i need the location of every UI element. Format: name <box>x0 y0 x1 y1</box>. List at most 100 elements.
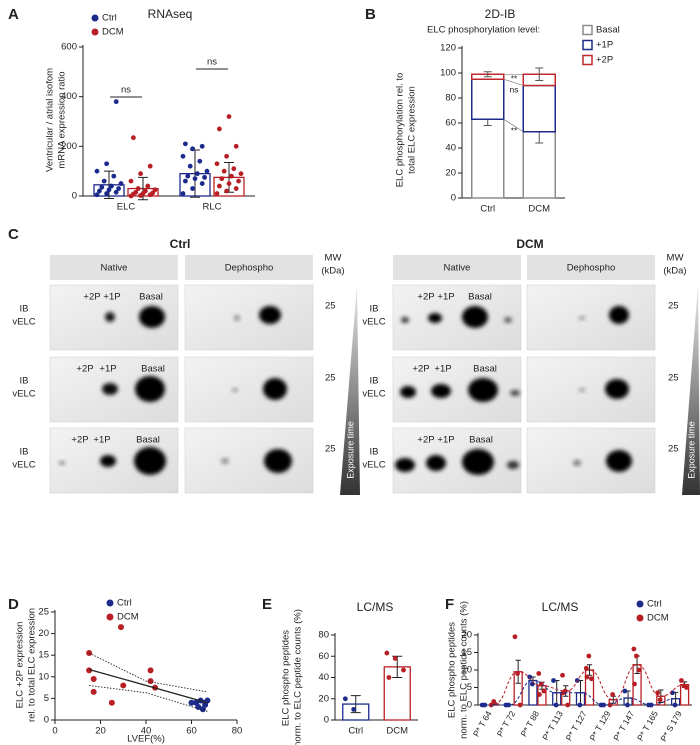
data-point <box>214 191 220 196</box>
y-tick-label: 15 <box>461 647 472 658</box>
y-tick-label: 20 <box>445 168 456 179</box>
chart-title: RNAseq <box>148 7 193 21</box>
y-axis-label: ELC phospho peptides <box>281 630 292 726</box>
legend-marker <box>106 599 114 607</box>
blot-spot <box>468 378 498 402</box>
exposure-wedge <box>682 285 700 495</box>
data-point <box>113 99 119 105</box>
y-tick-label: 5 <box>467 682 472 693</box>
data-point <box>188 699 195 706</box>
row-label: vELC <box>362 460 385 471</box>
data-point <box>183 141 188 147</box>
y-tick-label: 5 <box>44 693 49 704</box>
blot-spot <box>232 388 238 392</box>
spot-label: Basal <box>473 364 497 375</box>
data-point <box>90 688 97 695</box>
spot-label: +1P <box>437 292 454 303</box>
legend-label: Basal <box>596 25 620 36</box>
mw-label: MW <box>667 253 684 264</box>
column-header <box>185 255 313 280</box>
data-point <box>636 667 642 673</box>
x-tick-label: 80 <box>232 726 243 737</box>
exposure-label: Exposure time <box>345 421 355 479</box>
data-point <box>632 681 637 687</box>
blot-spot <box>428 313 442 323</box>
column-header <box>527 255 655 280</box>
spot-label: +1P <box>93 435 110 446</box>
data-point <box>108 699 115 706</box>
row-label: vELC <box>362 389 385 400</box>
y-tick-label: 40 <box>318 672 329 683</box>
blot-spot <box>573 460 581 466</box>
panel-label: A <box>8 6 19 23</box>
data-point <box>109 183 114 189</box>
x-tick-label: 20 <box>95 726 106 737</box>
y-tick-label: 0 <box>324 715 329 726</box>
legend-title: ELC phosphorylation level: <box>427 25 540 36</box>
data-point <box>94 192 100 198</box>
group-title: Ctrl <box>170 237 191 251</box>
mw-marker: 25 <box>668 301 679 312</box>
panel-label: C <box>8 226 19 243</box>
x-tick-label: P* S 179 <box>658 709 684 743</box>
annotation: ns <box>121 85 131 96</box>
column-header-label: Dephospho <box>567 263 616 274</box>
data-point <box>224 188 230 194</box>
data-point <box>204 168 210 174</box>
y-tick-label: 20 <box>318 693 329 704</box>
x-tick-label: 60 <box>186 726 197 737</box>
blot-spot <box>510 390 520 396</box>
spot-label: Basal <box>141 364 165 375</box>
x-tick-label: P* T 88 <box>518 709 541 739</box>
row-label: vELC <box>362 317 385 328</box>
error-bar <box>138 176 148 201</box>
data-point <box>180 191 186 196</box>
row-label: IB <box>20 376 29 387</box>
column-header <box>50 255 178 280</box>
y-tick-label: 400 <box>61 91 77 102</box>
data-point <box>233 186 239 191</box>
y-tick-label: 10 <box>38 671 49 682</box>
annotation: ns <box>207 57 217 68</box>
data-point <box>384 650 390 656</box>
data-point <box>217 183 222 189</box>
blot-spot <box>102 383 118 395</box>
data-point <box>147 667 154 674</box>
legend-marker <box>106 613 114 621</box>
data-point <box>512 634 518 640</box>
y-axis-label: mRNA expression ratio <box>57 71 68 168</box>
data-point <box>120 682 127 689</box>
x-tick-label: DCM <box>386 726 408 737</box>
data-point <box>506 702 511 708</box>
spot-label: Basal <box>469 435 493 446</box>
y-axis-label: ELC phosphorylation rel. to <box>395 73 406 188</box>
data-point <box>187 163 193 169</box>
y-tick-label: 60 <box>318 651 329 662</box>
bar-segment <box>471 78 505 120</box>
y-tick-label: 20 <box>461 630 472 641</box>
data-point <box>199 181 205 186</box>
blot-spot <box>139 306 165 328</box>
data-point <box>601 702 607 708</box>
mw-label: MW <box>325 253 342 264</box>
y-tick-label: 0 <box>44 715 49 726</box>
y-axis-label: ELC phospho peptides <box>447 622 458 718</box>
x-tick-label: P* T 64 <box>471 709 494 739</box>
data-point <box>101 178 107 184</box>
legend-marker <box>636 614 644 622</box>
data-point <box>236 178 242 184</box>
y-tick-label: 80 <box>318 630 329 641</box>
ci-line <box>88 652 208 693</box>
blot-spot <box>605 379 629 399</box>
y-tick-label: 25 <box>38 607 49 618</box>
link-line <box>503 118 524 133</box>
data-point <box>90 675 97 682</box>
legend-label: Ctrl <box>102 13 117 24</box>
panel-label: D <box>8 596 19 613</box>
data-point <box>527 674 533 680</box>
y-tick-label: 15 <box>38 650 49 661</box>
error-bar <box>535 67 544 81</box>
data-point <box>577 702 583 708</box>
blot-panel <box>526 427 656 494</box>
row-label: IB <box>20 304 29 315</box>
